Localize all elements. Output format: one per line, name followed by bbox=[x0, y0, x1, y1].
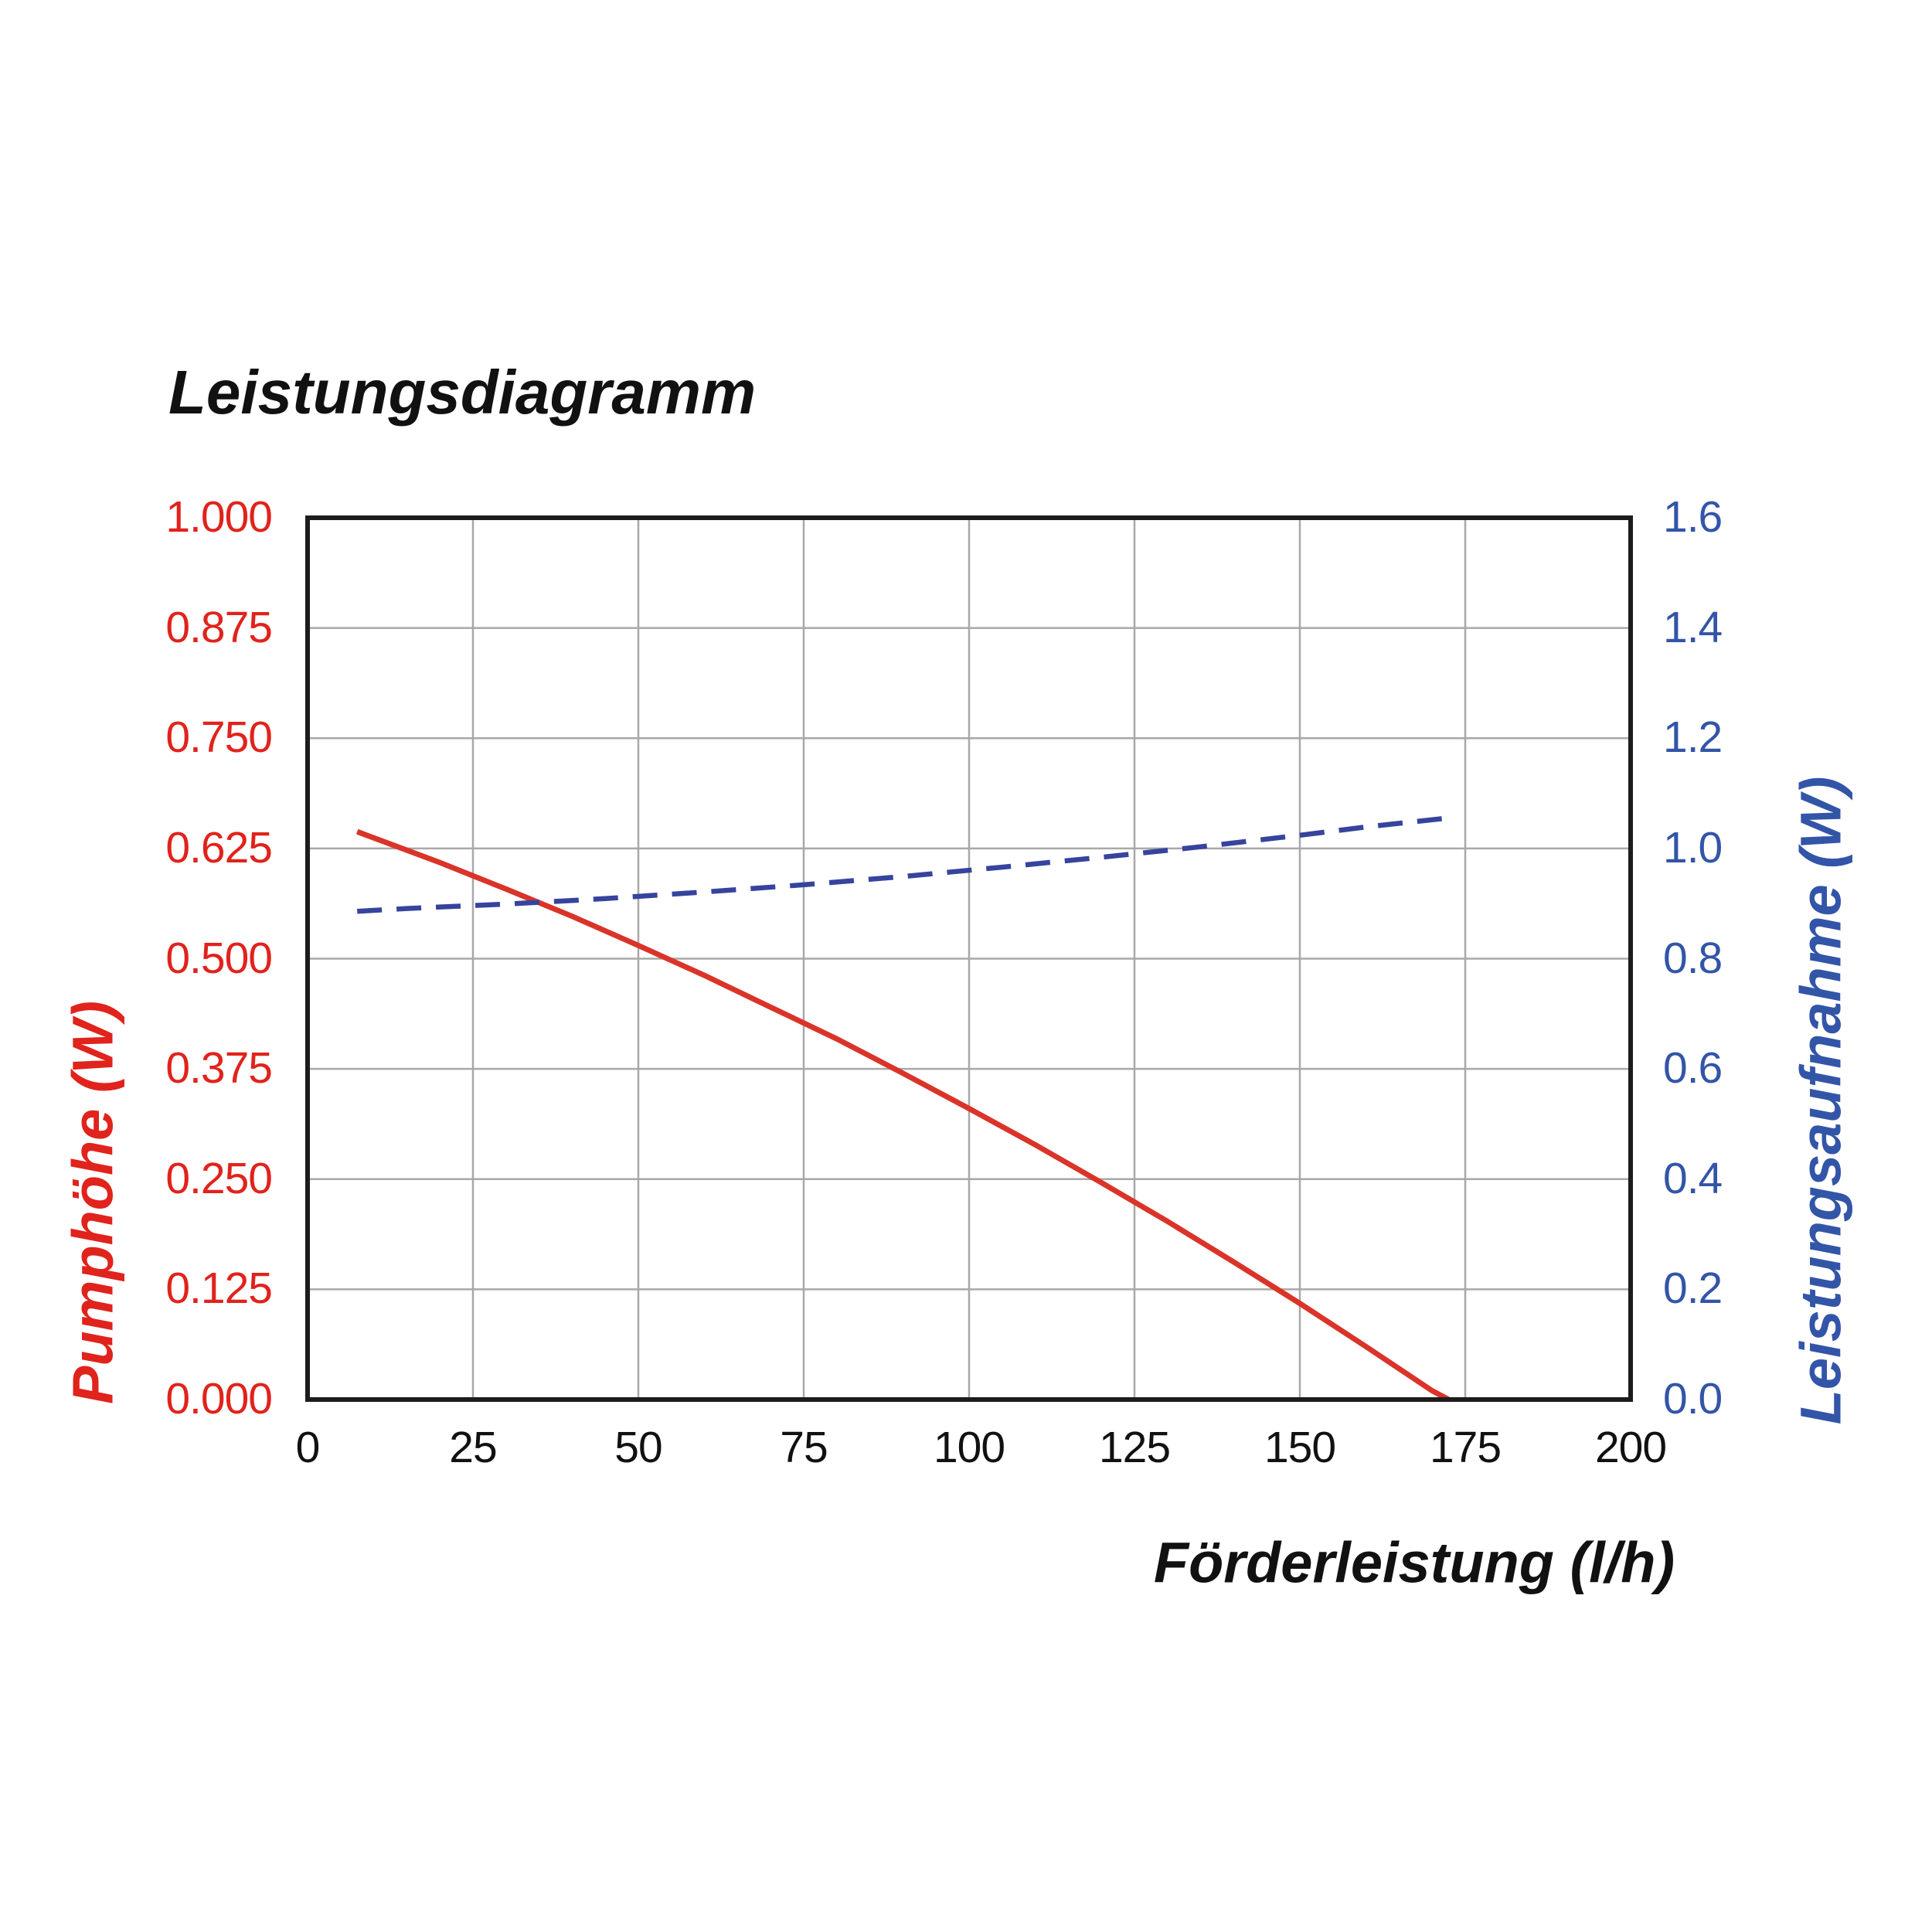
y-right-tick-label: 1.6 bbox=[1663, 492, 1723, 542]
x-axis-title: Förderleistung (l/h) bbox=[1153, 1530, 1675, 1595]
y-right-tick-label: 1.4 bbox=[1663, 602, 1723, 652]
y-left-tick-label: 0.250 bbox=[165, 1153, 273, 1203]
y-right-tick-label: 0.6 bbox=[1663, 1043, 1723, 1094]
y-left-tick-label: 0.375 bbox=[165, 1043, 273, 1094]
y-left-tick-label: 1.000 bbox=[165, 492, 273, 542]
y-right-tick-label: 1.0 bbox=[1663, 822, 1723, 872]
x-tick-label: 50 bbox=[614, 1423, 662, 1472]
x-tick-label: 75 bbox=[780, 1423, 828, 1472]
y-axis-left-title: Pumphöhe (W) bbox=[60, 1000, 125, 1405]
x-tick-label: 175 bbox=[1429, 1423, 1502, 1472]
x-tick-label: 25 bbox=[449, 1423, 497, 1472]
plot-border bbox=[305, 515, 1633, 1402]
y-left-tick-label: 0.125 bbox=[165, 1264, 273, 1314]
y-right-tick-label: 0.4 bbox=[1663, 1153, 1723, 1203]
x-tick-label: 200 bbox=[1594, 1423, 1667, 1472]
y-left-tick-label: 0.500 bbox=[165, 933, 273, 983]
x-tick-label: 150 bbox=[1264, 1423, 1336, 1472]
y-right-tick-label: 1.2 bbox=[1663, 713, 1723, 763]
x-tick-label: 100 bbox=[933, 1423, 1005, 1472]
y-left-tick-label: 0.625 bbox=[165, 822, 273, 872]
y-right-tick-label: 0.0 bbox=[1663, 1374, 1723, 1423]
x-tick-label: 125 bbox=[1098, 1423, 1171, 1472]
series-pumphoehe-line bbox=[355, 828, 1451, 1403]
y-axis-right-title: Leistungsaufnahme (W) bbox=[1788, 776, 1853, 1425]
y-left-tick-label: 0.875 bbox=[165, 602, 273, 652]
y-right-tick-label: 0.8 bbox=[1663, 933, 1723, 983]
y-right-tick-label: 0.2 bbox=[1663, 1264, 1723, 1314]
y-left-tick-label: 0.750 bbox=[165, 713, 273, 763]
series-leistungsaufnahme-line bbox=[357, 815, 1453, 914]
chart-title: Leistungsdiagramm bbox=[168, 358, 757, 427]
y-left-tick-label: 0.000 bbox=[165, 1374, 273, 1423]
x-tick-label: 0 bbox=[295, 1423, 321, 1472]
